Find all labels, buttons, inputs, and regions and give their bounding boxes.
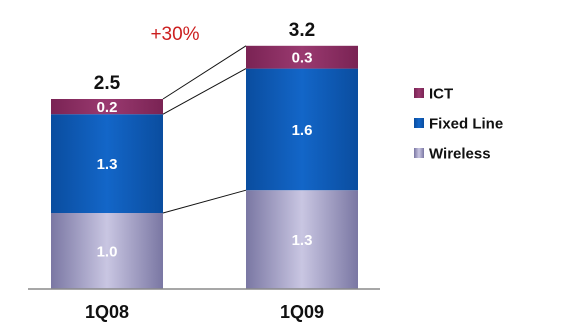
data-label-wireless-1q09: 1.3 bbox=[292, 232, 313, 249]
bar-ict-1q08 bbox=[51, 99, 163, 115]
bar-wireless-1q09 bbox=[246, 190, 358, 289]
bar-fixed-line-1q09 bbox=[246, 68, 358, 191]
bar-fixed-line-1q08 bbox=[51, 114, 163, 213]
legend-label-ict: ICT bbox=[429, 86, 453, 103]
total-label-1q09: 3.2 bbox=[289, 20, 315, 41]
total-label-1q08: 2.5 bbox=[94, 73, 121, 94]
bars-group bbox=[51, 45, 358, 289]
growth-label: +30% bbox=[150, 24, 199, 45]
legend-swatch-ict bbox=[414, 88, 424, 98]
data-label-ict-1q09: 0.3 bbox=[292, 50, 313, 67]
connector-line bbox=[162, 68, 247, 115]
data-label-fixed-line-1q08: 1.3 bbox=[97, 156, 118, 173]
data-label-fixed-line-1q09: 1.6 bbox=[292, 122, 313, 139]
legend-swatch-wireless bbox=[414, 148, 424, 158]
bar-wireless-1q08 bbox=[51, 213, 163, 289]
x-tick-label-1q08: 1Q08 bbox=[85, 302, 129, 322]
bar-ict-1q09 bbox=[246, 45, 358, 69]
labels-group: 1.0 1.3 0.2 2.5 1Q08 1.3 1.6 0.3 3.2 1Q09 +30% bbox=[85, 20, 324, 322]
legend-label-wireless: Wireless bbox=[429, 146, 491, 163]
data-label-ict-1q08: 0.2 bbox=[97, 99, 118, 116]
connector-line bbox=[162, 189, 247, 214]
connector-lines bbox=[162, 45, 247, 214]
legend: ICT Fixed Line Wireless bbox=[414, 86, 503, 163]
connector-line bbox=[162, 45, 247, 100]
legend-swatch-fixed-line bbox=[414, 118, 424, 128]
x-tick-label-1q09: 1Q09 bbox=[280, 302, 324, 322]
legend-label-fixed-line: Fixed Line bbox=[429, 116, 503, 133]
data-label-wireless-1q08: 1.0 bbox=[97, 244, 118, 261]
